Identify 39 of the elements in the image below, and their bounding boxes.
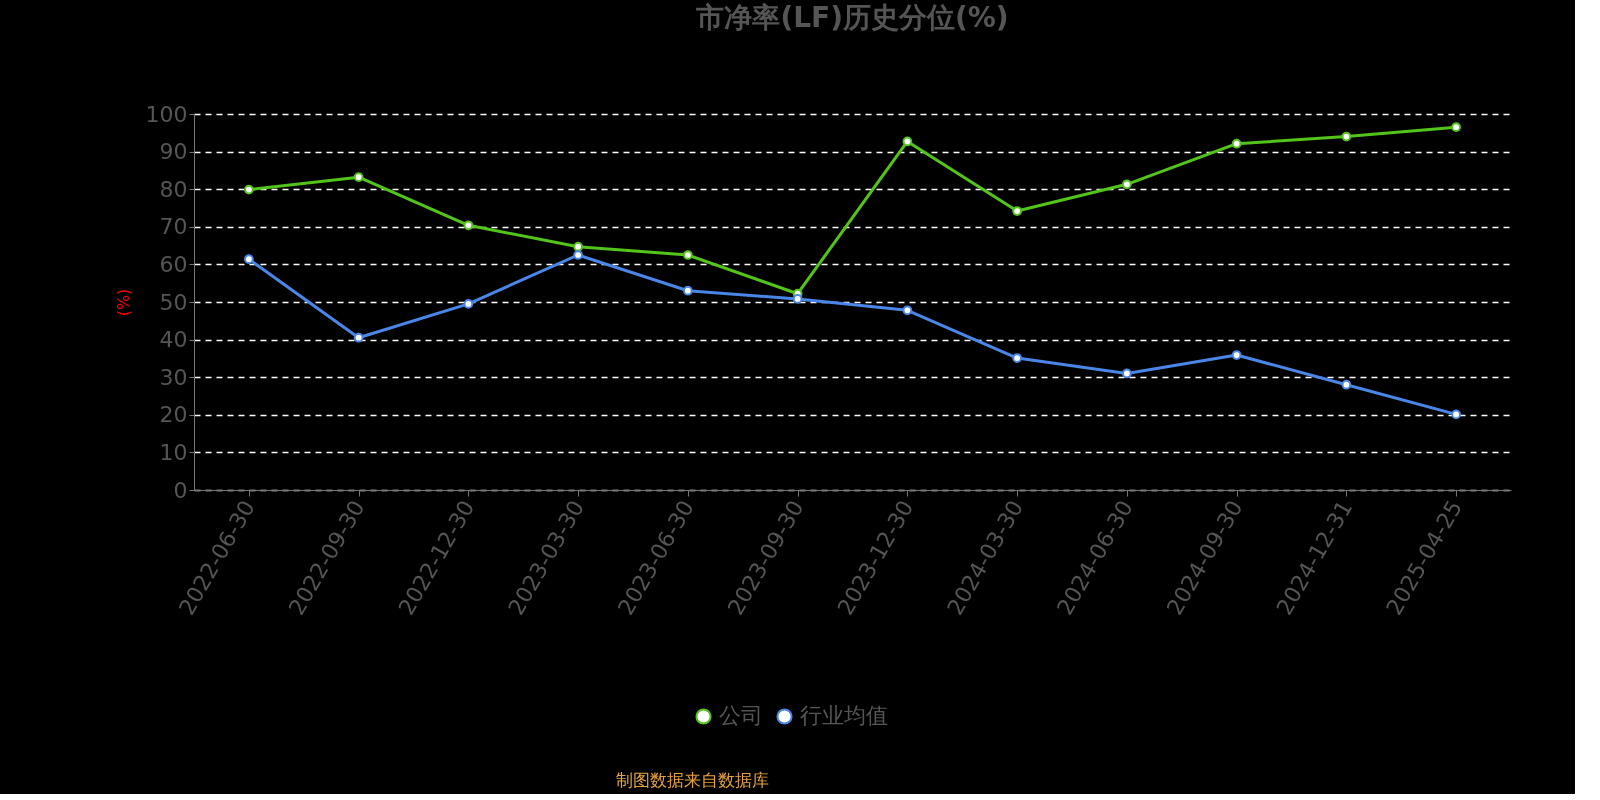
point [244, 184, 254, 195]
y-tick-label: 80 [159, 176, 188, 202]
point [573, 250, 583, 260]
point [1012, 353, 1022, 363]
y-tick-label: 90 [159, 139, 188, 165]
point [1122, 179, 1132, 190]
point [1231, 138, 1242, 149]
point [1231, 350, 1242, 360]
point [1012, 206, 1022, 216]
point [463, 299, 474, 309]
point [683, 285, 693, 296]
point [792, 294, 803, 304]
point [463, 220, 474, 231]
point [1341, 379, 1352, 390]
point [353, 172, 364, 183]
point [683, 250, 693, 260]
point [1122, 368, 1132, 379]
legend-label: 行业均值 [799, 703, 888, 729]
y-tick-label: 50 [159, 289, 188, 315]
y-tick-label: 100 [145, 101, 188, 127]
y-axis-title: (%) [113, 288, 133, 317]
point [1341, 131, 1352, 142]
text: 制图数据来自数据库 [616, 770, 769, 790]
point [902, 305, 913, 316]
point [902, 136, 913, 147]
y-tick-label: 20 [159, 402, 188, 428]
y-tick-label: 60 [159, 251, 188, 277]
y-tick-label: 40 [159, 327, 188, 353]
y-tick-label: 0 [173, 477, 188, 503]
y-tick-label: 10 [159, 439, 188, 465]
point [353, 332, 364, 343]
y-tick-label: 30 [159, 364, 188, 390]
point [1451, 122, 1461, 133]
y-tick-label: 70 [159, 214, 188, 240]
point [573, 241, 583, 252]
point [1451, 409, 1461, 420]
legend-label: 公司 [718, 703, 763, 729]
chart-title: 市净率(LF)历史分位(%) [695, 1, 1009, 34]
point [244, 254, 254, 264]
